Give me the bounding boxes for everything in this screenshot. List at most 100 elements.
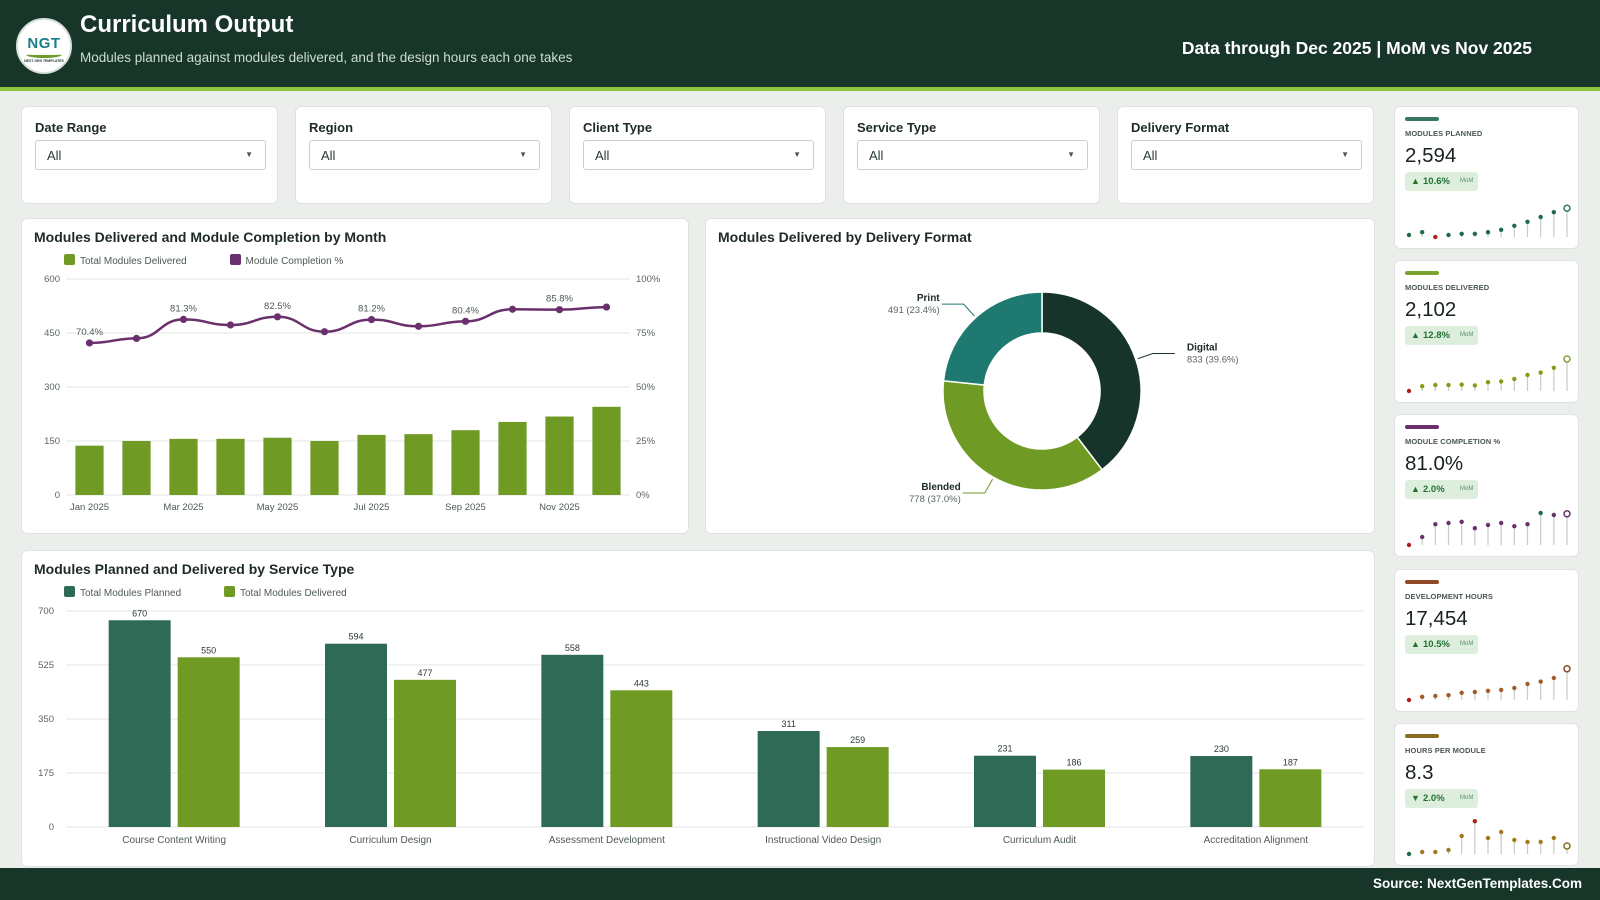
bar-modules-delivered bbox=[826, 747, 889, 827]
slice-label: Digital bbox=[1187, 343, 1218, 354]
spark-point bbox=[1563, 510, 1571, 518]
kpi-value: 81.0% bbox=[1405, 452, 1464, 475]
arrow-up-icon: ▲ bbox=[1411, 176, 1420, 186]
y-tick-label: 300 bbox=[44, 382, 60, 393]
chart-legend: Total Modules Planned Total Modules Deli… bbox=[64, 586, 387, 599]
region-select[interactable]: All ▼ bbox=[309, 140, 540, 170]
arrow-up-icon: ▲ bbox=[1411, 330, 1420, 340]
x-tick-label: Jul 2025 bbox=[354, 502, 390, 513]
kpi-delta: 12.8% bbox=[1423, 330, 1450, 341]
kpi-delta: 2.0% bbox=[1423, 793, 1445, 804]
kpi-label: MODULE COMPLETION % bbox=[1405, 437, 1501, 446]
x-tick-label: Accreditation Alignment bbox=[1204, 835, 1309, 846]
bar-modules-delivered bbox=[263, 437, 292, 495]
delivery-format-select[interactable]: All ▼ bbox=[1131, 140, 1362, 170]
leader-line bbox=[1137, 353, 1175, 360]
select-value: All bbox=[321, 148, 336, 163]
kpi-sparkline bbox=[1406, 819, 1571, 857]
data-label: 82.5% bbox=[264, 301, 291, 312]
leader-line bbox=[962, 478, 994, 494]
chart-title: Modules Delivered and Module Completion … bbox=[34, 229, 387, 245]
bar-modules-delivered bbox=[310, 441, 339, 495]
bar-modules-delivered bbox=[216, 438, 245, 495]
data-label: 80.4% bbox=[452, 305, 479, 316]
data-label: 477 bbox=[417, 668, 432, 678]
spark-point bbox=[1485, 380, 1491, 385]
spark-point bbox=[1512, 223, 1517, 228]
x-tick-label: Sep 2025 bbox=[445, 502, 486, 513]
data-label: 70.4% bbox=[76, 327, 103, 338]
data-label: 231 bbox=[997, 744, 1012, 754]
x-tick-label: Jan 2025 bbox=[70, 502, 109, 513]
y-tick-label: 175 bbox=[38, 768, 54, 779]
format-donut-card: Modules Delivered by Delivery Format Dig… bbox=[705, 218, 1375, 534]
spark-point bbox=[1459, 833, 1464, 839]
spark-point bbox=[1446, 847, 1451, 853]
page-title: Curriculum Output bbox=[80, 11, 294, 38]
caret-down-icon: ▼ bbox=[245, 150, 253, 159]
spark-point bbox=[1419, 694, 1425, 699]
y-tick-label: 450 bbox=[44, 328, 60, 339]
slice-value: 833 (39.6%) bbox=[1187, 355, 1239, 366]
y2-tick-label: 75% bbox=[636, 328, 656, 339]
y-tick-label: 150 bbox=[44, 436, 60, 447]
legend-label: Module Completion % bbox=[245, 256, 344, 267]
spark-point bbox=[1512, 837, 1517, 843]
y-tick-label: 0 bbox=[55, 490, 60, 501]
y2-tick-label: 50% bbox=[636, 382, 656, 393]
arrow-up-icon: ▲ bbox=[1411, 484, 1420, 494]
kpi-card-development-hours: DEVELOPMENT HOURS 17,454 ▲ 10.5% MoM bbox=[1394, 569, 1579, 712]
completion-point bbox=[461, 317, 470, 325]
client-type-select[interactable]: All ▼ bbox=[583, 140, 814, 170]
date-range-select[interactable]: All ▼ bbox=[35, 140, 266, 170]
kpi-delta: 10.6% bbox=[1423, 176, 1450, 187]
kpi-label: HOURS PER MODULE bbox=[1405, 746, 1486, 755]
completion-point bbox=[555, 306, 564, 314]
spark-point bbox=[1446, 693, 1451, 698]
bar-modules-delivered bbox=[177, 657, 240, 827]
filter-label: Date Range bbox=[35, 120, 107, 135]
legend-swatch bbox=[64, 586, 75, 597]
spark-point bbox=[1485, 688, 1491, 693]
spark-point bbox=[1406, 542, 1412, 548]
caret-down-icon: ▼ bbox=[519, 150, 527, 159]
spark-point bbox=[1433, 234, 1438, 240]
legend-item: Total Modules Planned bbox=[64, 586, 181, 599]
bar-modules-delivered bbox=[75, 445, 104, 495]
page-subtitle: Modules planned against modules delivere… bbox=[80, 50, 573, 65]
completion-point bbox=[602, 303, 611, 311]
kpi-mom-label: MoM bbox=[1460, 795, 1474, 801]
completion-point bbox=[508, 305, 517, 313]
filter-service-type: Service Type All ▼ bbox=[843, 106, 1100, 204]
spark-point bbox=[1446, 520, 1451, 526]
kpi-delta: 10.5% bbox=[1423, 639, 1450, 650]
spark-point bbox=[1406, 232, 1412, 238]
spark-point bbox=[1459, 519, 1464, 524]
bar-modules-planned bbox=[108, 620, 171, 827]
spark-point bbox=[1459, 382, 1464, 387]
kpi-card-modules-delivered: MODULES DELIVERED 2,102 ▲ 12.8% MoM bbox=[1394, 260, 1579, 403]
spark-point bbox=[1446, 232, 1451, 238]
spark-point bbox=[1538, 679, 1543, 684]
kpi-accent-bar bbox=[1405, 425, 1439, 429]
bar-modules-delivered bbox=[451, 430, 480, 495]
spark-point bbox=[1525, 219, 1530, 224]
legend-item: Module Completion % bbox=[229, 254, 344, 267]
bar-modules-delivered bbox=[610, 690, 673, 827]
completion-point bbox=[367, 316, 376, 324]
service-chart-card: Modules Planned and Delivered by Service… bbox=[21, 550, 1375, 867]
data-label: 670 bbox=[132, 608, 147, 618]
service-type-select[interactable]: All ▼ bbox=[857, 140, 1088, 170]
bar-modules-delivered bbox=[545, 416, 574, 495]
bar-modules-delivered bbox=[1259, 769, 1322, 827]
y2-tick-label: 25% bbox=[636, 436, 656, 447]
header: NGT NEXT GEN TEMPLATES Curriculum Output… bbox=[0, 0, 1600, 91]
select-value: All bbox=[47, 148, 62, 163]
data-label: 443 bbox=[634, 678, 649, 688]
bar-modules-planned bbox=[325, 643, 387, 827]
y-tick-label: 0 bbox=[49, 822, 54, 833]
bar-modules-delivered bbox=[169, 438, 198, 495]
kpi-mom-label: MoM bbox=[1460, 332, 1474, 338]
caret-down-icon: ▼ bbox=[793, 150, 801, 159]
completion-point bbox=[320, 328, 329, 336]
